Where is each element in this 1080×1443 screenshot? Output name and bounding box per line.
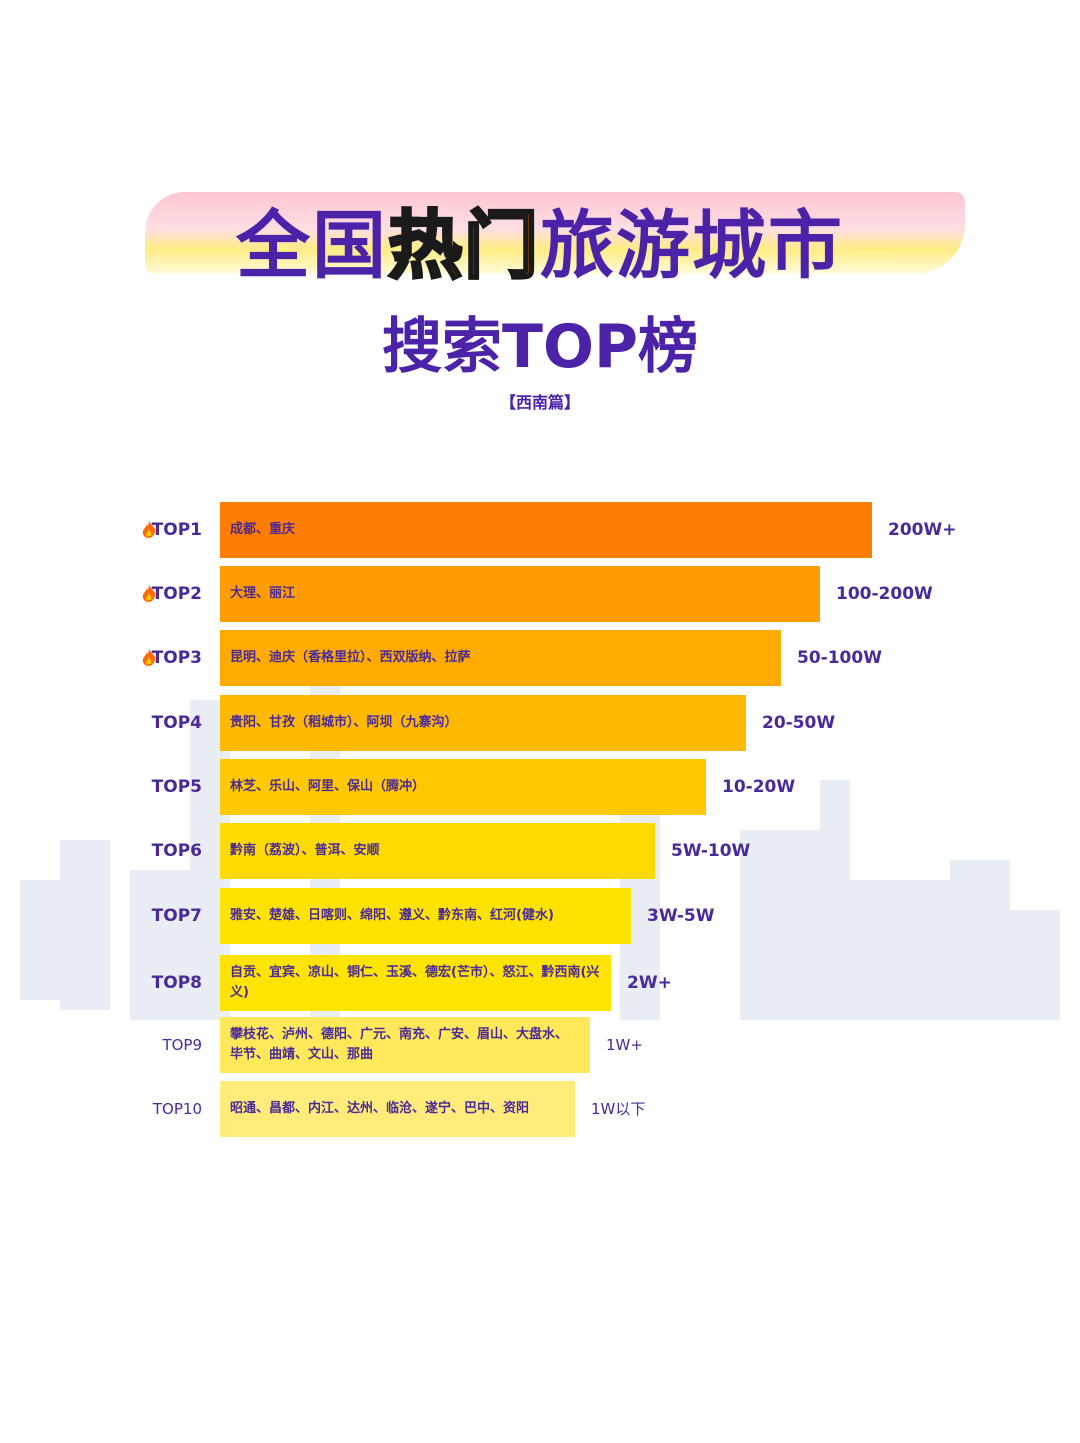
flame-icon [142, 584, 156, 602]
search-volume: 100-200W [836, 584, 933, 604]
bar: 自贡、宜宾、凉山、铜仁、玉溪、德宏(芒市）、怒江、黔西南(兴义) [220, 955, 611, 1011]
rank-label: TOP7 [151, 906, 202, 926]
search-volume: 10-20W [722, 777, 796, 797]
search-volume: 20-50W [762, 713, 836, 733]
title: 全国热门旅游城市 [0, 186, 1080, 293]
rank-row: TOP5 林芝、乐山、阿里、保山（腾冲） 10-20W [0, 759, 1080, 815]
bar: 雅安、楚雄、日喀则、绵阳、遵义、黔东南、红河(健水) [220, 888, 631, 944]
bar: 林芝、乐山、阿里、保山（腾冲） [220, 759, 706, 815]
skyline [20, 680, 1060, 1020]
bar: 贵阳、甘孜（稻城市）、阿坝（九寨沟） [220, 695, 746, 751]
flame-icon [142, 520, 156, 538]
rank-row: TOP1 成都、重庆 200W+ [0, 502, 1080, 558]
search-volume: 5W-10W [671, 841, 751, 861]
rank-row: TOP3 昆明、迪庆（香格里拉）、西双版纳、拉萨 50-100W [0, 630, 1080, 686]
search-volume: 50-100W [797, 648, 882, 668]
title-pre: 全国 [236, 203, 388, 289]
rank-row: TOP8 自贡、宜宾、凉山、铜仁、玉溪、德宏(芒市）、怒江、黔西南(兴义) 2W+ [0, 955, 1080, 1011]
title-post: 旅游城市 [540, 203, 844, 289]
section: 【西南篇】 [499, 393, 580, 412]
search-volume: 1W+ [606, 1036, 643, 1054]
rank-label: TOP8 [151, 973, 202, 993]
rank-label: TOP3 [151, 648, 202, 668]
rank-label: TOP2 [151, 584, 202, 604]
bar: 黔南（荔波）、普洱、安顺 [220, 823, 655, 879]
search-volume: 200W+ [888, 520, 957, 540]
brush-stroke [145, 192, 965, 274]
subtitle: 搜索TOP榜 [382, 312, 698, 382]
rank-row: TOP9 攀枝花、泸州、德阳、广元、南充、广安、眉山、大盘水、毕节、曲靖、文山、那… [0, 1017, 1080, 1073]
flame-icon [142, 648, 156, 666]
bar: 攀枝花、泸州、德阳、广元、南充、广安、眉山、大盘水、毕节、曲靖、文山、那曲 [220, 1017, 590, 1073]
rank-row: TOP7 雅安、楚雄、日喀则、绵阳、遵义、黔东南、红河(健水) 3W-5W [0, 888, 1080, 944]
rank-label: TOP4 [151, 713, 202, 733]
bar: 昭通、昌都、内江、达州、临沧、遂宁、巴中、资阳 [220, 1081, 575, 1137]
bar: 昆明、迪庆（香格里拉）、西双版纳、拉萨 [220, 630, 781, 686]
rank-row: TOP2 大理、丽江 100-200W [0, 566, 1080, 622]
rank-row: TOP4 贵阳、甘孜（稻城市）、阿坝（九寨沟） 20-50W [0, 695, 1080, 751]
rank-label: TOP9 [162, 1036, 202, 1054]
title-hot: 热门 [387, 202, 540, 291]
rank-label: TOP6 [151, 841, 202, 861]
rank-row: TOP6 黔南（荔波）、普洱、安顺 5W-10W [0, 823, 1080, 879]
rank-label: TOP1 [151, 520, 202, 540]
search-volume: 2W+ [627, 973, 672, 993]
search-volume: 3W-5W [647, 906, 715, 926]
rank-row: TOP10 昭通、昌都、内江、达州、临沧、遂宁、巴中、资阳 1W以下 [0, 1081, 1080, 1137]
bar: 成都、重庆 [220, 502, 872, 558]
rank-label: TOP5 [151, 777, 202, 797]
rank-label: TOP10 [152, 1100, 202, 1118]
bar: 大理、丽江 [220, 566, 820, 622]
search-volume: 1W以下 [591, 1100, 646, 1118]
